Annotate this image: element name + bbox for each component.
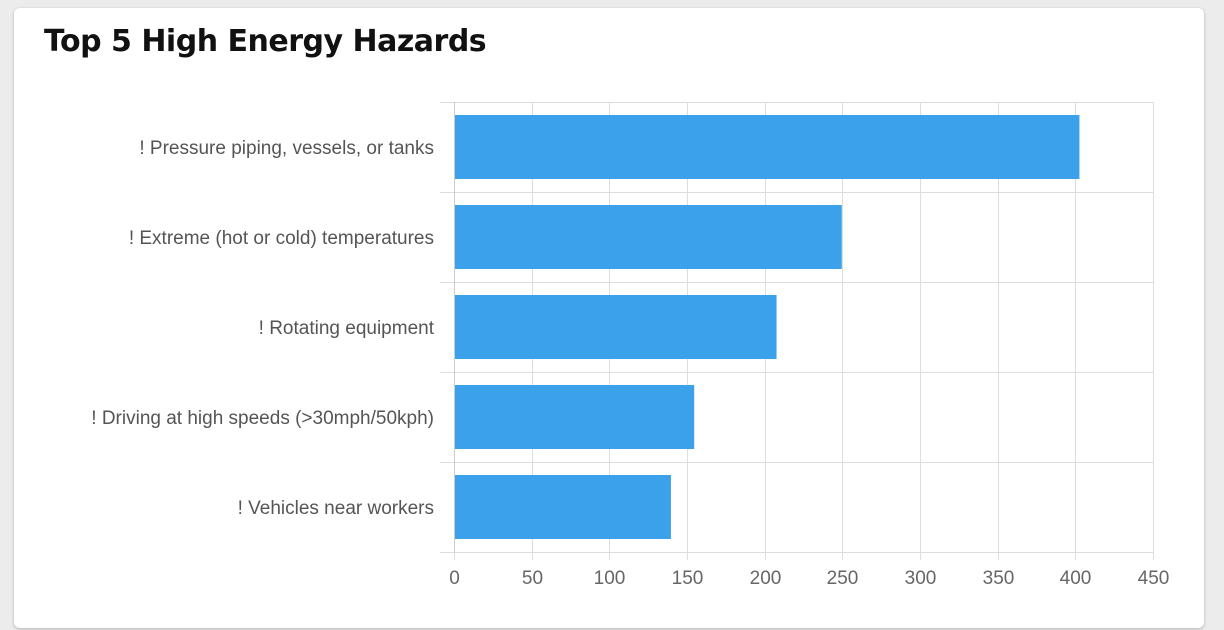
x-tick-label: 100 <box>594 568 626 589</box>
bar <box>455 205 842 269</box>
x-tick-label: 350 <box>983 568 1015 589</box>
x-tick-label: 50 <box>522 568 543 589</box>
chart-title: Top 5 High Energy Hazards <box>44 24 487 59</box>
bar-chart: 0 50 100 150 200 250 300 350 400 450 ! Pressure pi… <box>91 102 1170 589</box>
x-tick-label: 450 <box>1138 568 1170 589</box>
x-tick-label: 0 <box>449 568 460 589</box>
bar <box>455 295 777 359</box>
category-label: ! Driving at high speeds (>30mph/50kph) <box>91 408 434 429</box>
category-label: ! Vehicles near workers <box>238 498 434 519</box>
category-label: ! Rotating equipment <box>259 318 435 339</box>
chart-card: Top 5 High Energy Hazards 0 50 100 150 200 25… <box>14 8 1204 628</box>
category-label: ! Extreme (hot or cold) temperatures <box>129 228 434 249</box>
bar <box>455 475 671 539</box>
x-tick-label: 400 <box>1060 568 1092 589</box>
x-tick-label: 250 <box>827 568 859 589</box>
x-tick-label: 200 <box>750 568 782 589</box>
bar <box>455 115 1080 179</box>
bar <box>455 385 695 449</box>
x-tick-label: 300 <box>905 568 937 589</box>
x-tick-label: 150 <box>672 568 704 589</box>
category-label: ! Pressure piping, vessels, or tanks <box>139 138 434 159</box>
